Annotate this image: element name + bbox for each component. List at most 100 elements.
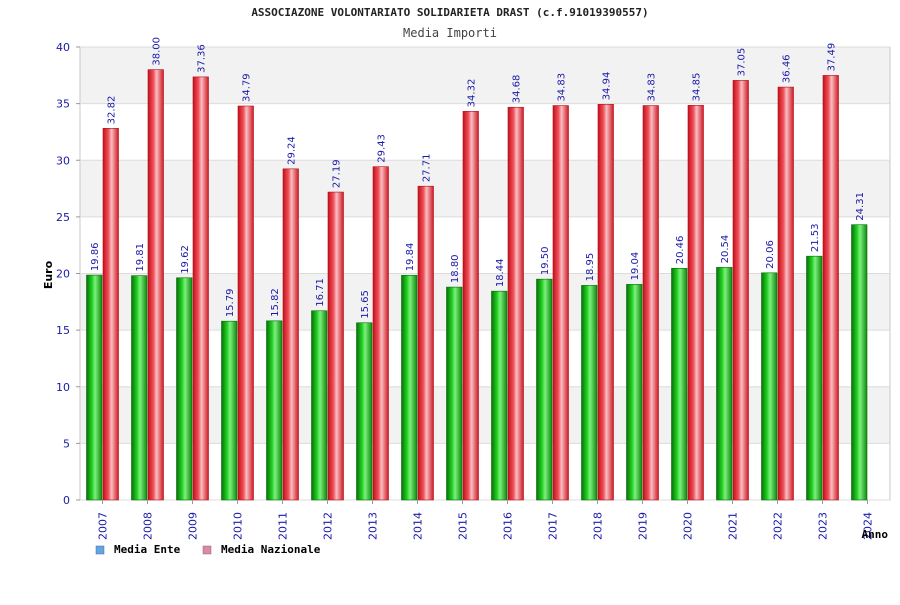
plot-band [80,273,890,331]
data-label: 34.83 [557,73,568,102]
bar-media-ente [311,310,328,501]
bar-media-ente [491,290,508,501]
bar-media-nazionale [822,75,839,501]
data-label: 29.43 [377,134,388,163]
data-label: 15.82 [270,288,281,317]
data-label: 34.85 [692,73,703,102]
data-label: 27.71 [422,154,433,183]
data-label: 15.65 [360,290,371,319]
bar-media-nazionale [372,166,389,501]
bar-media-nazionale [732,80,749,501]
data-label: 32.82 [107,96,118,125]
bar-media-nazionale [237,105,254,501]
x-tick-label: 2018 [592,512,605,540]
y-tick-label: 10 [56,381,70,394]
legend-label-media-ente: Media Ente [114,543,181,556]
x-tick-label: 2011 [277,512,290,540]
y-tick-label: 35 [56,98,70,111]
data-label: 20.54 [720,235,731,264]
bar-media-nazionale [327,191,344,501]
bar-media-nazionale [777,86,794,501]
y-tick-label: 40 [56,41,70,54]
bar-media-nazionale [597,104,614,501]
x-tick-label: 2017 [547,512,560,540]
data-label: 34.94 [602,72,613,101]
x-tick-label: 2022 [772,512,785,540]
data-label: 19.84 [405,243,416,272]
bar-media-ente [671,267,688,501]
data-label: 29.24 [287,136,298,165]
data-label: 19.04 [630,252,641,281]
chart-title: ASSOCIAZONE VOLONTARIATO SOLIDARIETA DRA… [251,6,648,19]
data-label: 16.71 [315,278,326,307]
bar-media-ente [131,275,148,501]
data-label: 27.19 [332,159,343,188]
x-tick-label: 2007 [97,512,110,540]
data-label: 18.44 [495,259,506,288]
y-tick-label: 20 [56,268,70,281]
bar-media-nazionale [102,128,119,501]
chart-subtitle: Media Importi [403,26,497,40]
bar-media-ente [446,286,463,501]
bar-media-ente [581,285,598,501]
y-tick-label: 5 [63,437,70,450]
plot-band [80,386,890,444]
data-label: 37.05 [737,48,748,77]
data-label: 21.53 [810,224,821,253]
x-tick-label: 2016 [502,512,515,540]
data-label: 19.62 [180,245,191,274]
data-label: 34.68 [512,75,523,104]
bar-media-ente [86,274,103,501]
x-tick-label: 2013 [367,512,380,540]
y-axis: 0 5 10 15 20 25 30 35 40 [56,41,80,507]
data-label: 34.32 [467,79,478,108]
legend-swatch-media-ente [95,545,105,555]
bar-media-ente [851,224,868,501]
bar-media-ente [761,272,778,501]
bar-media-ente [626,284,643,501]
data-label: 20.06 [765,240,776,269]
bar-media-ente [356,322,373,501]
data-label: 24.31 [855,192,866,221]
bar-media-nazionale [282,168,299,501]
y-axis-label: Euro [42,260,55,289]
value-labels-group: 19.86 32.82 19.81 38.00 19.62 37.36 15.79 34.79… [90,37,866,319]
bar-media-nazionale [642,105,659,501]
bars-group [86,69,868,501]
data-label: 18.80 [450,254,461,283]
data-label: 37.49 [827,43,838,72]
data-label: 20.46 [675,236,686,265]
bar-media-ente [266,320,283,501]
bar-media-nazionale [462,111,479,501]
x-tick-label: 2023 [817,512,830,540]
legend-swatch-media-nazionale [202,545,212,555]
data-label: 19.50 [540,247,551,276]
x-tick-label: 2019 [637,512,650,540]
data-label: 36.46 [782,54,793,83]
legend: Media Ente Media Nazionale [95,543,321,556]
x-tick-label: 2012 [322,512,335,540]
x-tick-label: 2020 [682,512,695,540]
x-tick-label: 2010 [232,512,245,540]
bar-media-ente [806,255,823,501]
gridlines [80,46,890,501]
y-tick-label: 15 [56,324,70,337]
data-label: 38.00 [152,37,163,66]
bar-media-ente [176,277,193,501]
bar-media-nazionale [417,185,434,501]
bar-media-ente [221,320,238,501]
bar-media-nazionale [192,76,209,501]
data-label: 15.79 [225,289,236,318]
x-axis: 2007 2008 2009 2010 2011 2012 2013 2014 2015 2016… [97,500,875,540]
x-tick-label: 2008 [142,512,155,540]
bar-media-nazionale [552,105,569,501]
bar-media-ente [401,275,418,501]
x-tick-label: 2009 [187,512,200,540]
x-axis-label: Anno [862,528,889,541]
data-label: 34.83 [647,73,658,102]
y-tick-label: 25 [56,211,70,224]
data-label: 34.79 [242,73,253,102]
plot-band [80,47,890,104]
